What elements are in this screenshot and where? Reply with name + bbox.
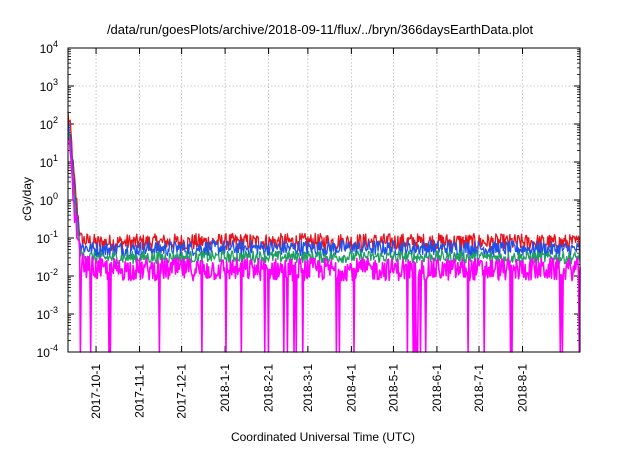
x-tick-label: 2018-1-1 [218, 364, 232, 412]
y-tick-label: 102 [40, 115, 58, 132]
y-axis-label: cGy/day [20, 177, 34, 221]
chart-title: /data/run/goesPlots/archive/2018-09-11/f… [107, 22, 534, 37]
y-tick-label: 103 [40, 77, 58, 94]
y-tick-label: 10-3 [37, 305, 58, 322]
series-line [67, 128, 581, 265]
plot-area: 10-4 10-3 10-2 10-1 100 101 102 103 104 2017-10-1… [37, 39, 581, 419]
y-tick-label: 10-4 [37, 343, 58, 360]
x-tick-label: 2018-7-1 [472, 364, 486, 412]
x-tick-label: 2017-12-1 [175, 364, 189, 419]
x-tick-label: 2018-4-1 [344, 364, 358, 412]
series-line [67, 121, 581, 258]
x-tick-label: 2018-8-1 [515, 364, 529, 412]
y-tick-label: 101 [40, 153, 58, 170]
y-tick-label: 100 [40, 191, 58, 208]
x-axis-label: Coordinated Universal Time (UTC) [231, 430, 415, 444]
x-tick-label: 2018-6-1 [430, 364, 444, 412]
y-tick-label: 10-1 [37, 229, 58, 246]
series-line [67, 111, 581, 252]
x-tick-label: 2017-10-1 [89, 364, 103, 419]
x-tick-label: 2017-11-1 [133, 364, 147, 418]
x-tick-label: 2018-2-1 [262, 364, 276, 412]
y-tick-label: 10-2 [37, 267, 58, 284]
plot-frame [67, 47, 581, 353]
x-tick-label: 2018-3-1 [301, 364, 315, 412]
series-line [67, 137, 581, 353]
x-tick-label: 2018-5-1 [386, 364, 400, 412]
y-tick-label: 104 [40, 39, 58, 56]
